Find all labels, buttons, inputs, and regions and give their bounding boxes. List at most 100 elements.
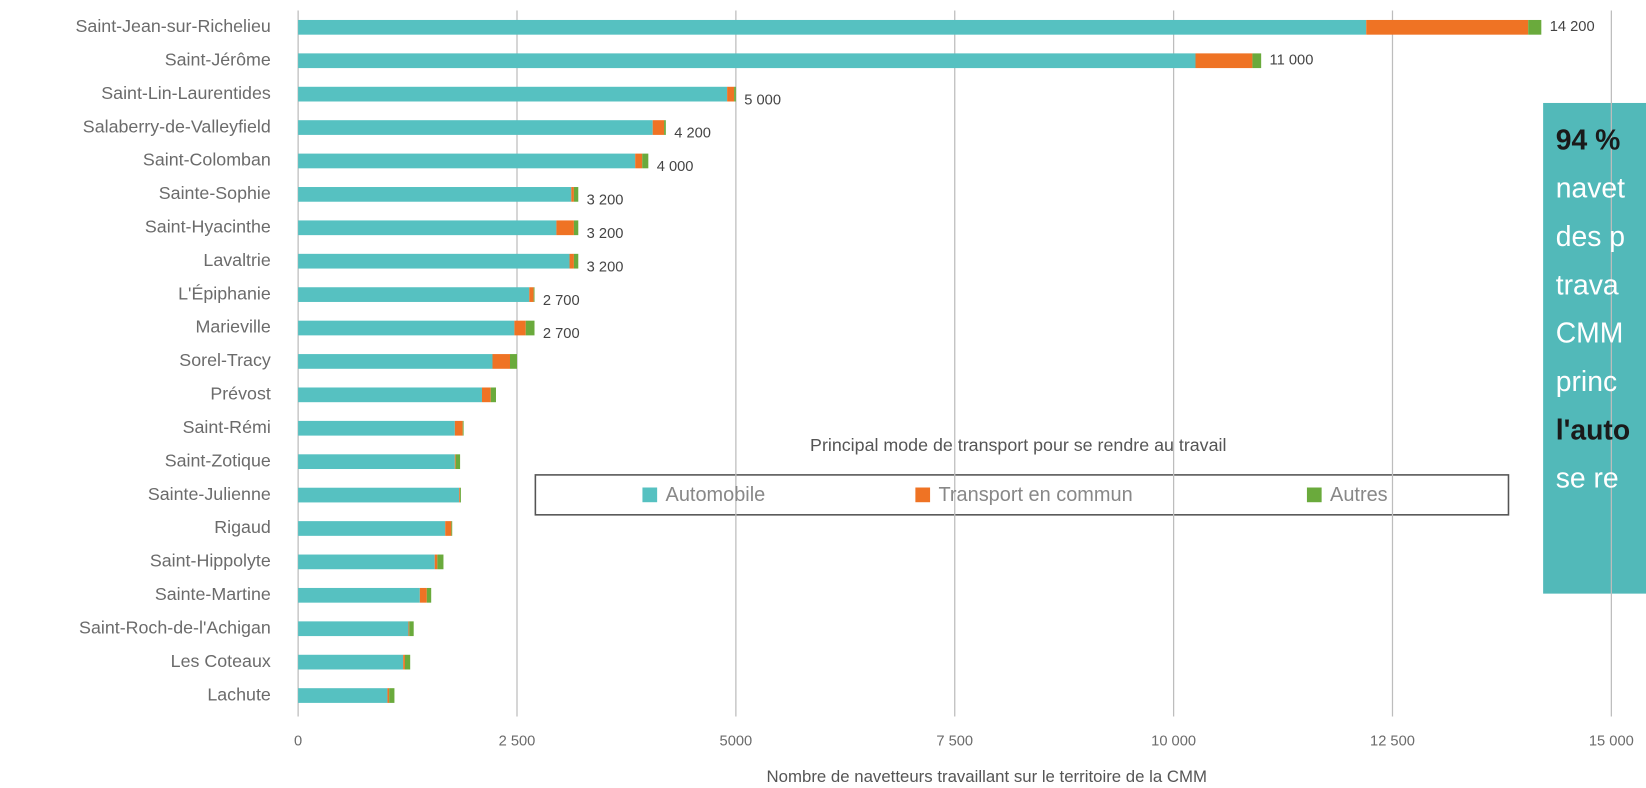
bar-segment (298, 521, 446, 536)
bar-segment (298, 320, 515, 336)
text-box-line: l'auto (1556, 414, 1630, 446)
x-tick-label: 10 000 (1151, 734, 1196, 750)
bar-segment (437, 554, 444, 570)
legend-swatch (915, 487, 931, 503)
y-tick-label: Saint-Rémi (183, 417, 271, 437)
y-tick-label: Saint-Roch-de-l'Achigan (79, 617, 271, 637)
y-tick-label: Saint-Colomban (143, 150, 271, 170)
y-tick-label: Les Coteaux (171, 651, 271, 671)
bar-segment (298, 487, 460, 503)
x-tick-label: 0 (294, 734, 302, 750)
bar-segment (734, 86, 736, 102)
value-label: 3 200 (587, 193, 624, 209)
bar-segment (298, 153, 636, 169)
bar-segment (298, 587, 420, 603)
bar-segment (481, 387, 491, 403)
text-box-line: princ (1556, 366, 1617, 398)
bar-segment (459, 487, 461, 503)
bar-segment (298, 187, 572, 202)
bar-segment (298, 354, 493, 369)
y-tick-label: Rigaud (214, 517, 271, 537)
bar-segment (298, 621, 409, 637)
bar-segment (408, 621, 410, 637)
legend-swatch (1306, 487, 1322, 503)
text-box-line: navet (1556, 173, 1625, 205)
bar-segment (573, 253, 579, 269)
legend-title: Principal mode de transport pour se rend… (810, 435, 1226, 455)
text-box-line: se re (1556, 463, 1619, 495)
bar-segment (389, 688, 395, 703)
y-tick-label: Marieville (196, 317, 271, 337)
bar-segment (514, 320, 526, 336)
y-tick-label: Lavaltrie (203, 250, 270, 270)
bar-segment (445, 521, 452, 536)
bar-segment (298, 287, 530, 302)
bar-segment (642, 153, 649, 169)
y-tick-label: Saint-Hippolyte (150, 551, 271, 571)
legend-box (534, 474, 1510, 516)
value-label: 4 200 (674, 126, 711, 142)
bar-segment (569, 253, 574, 269)
y-tick-label: Saint-Lin-Laurentides (101, 83, 271, 103)
bar-segment (1528, 19, 1542, 35)
text-box-line: CMM (1556, 318, 1624, 350)
y-tick-label: Lachute (207, 684, 271, 704)
x-tick-label: 7 500 (936, 734, 973, 750)
bar-segment (635, 153, 643, 169)
bar-segment (1366, 19, 1529, 35)
bar-segment (455, 454, 461, 470)
bar-segment (509, 354, 517, 369)
text-box (1543, 102, 1646, 594)
bar-segment (525, 320, 535, 336)
bar-segment (1252, 53, 1262, 69)
bar-segment (727, 86, 735, 102)
bar-segment (652, 120, 665, 135)
bar-segment (664, 120, 666, 135)
y-tick-label: Salaberry-de-Valleyfield (83, 116, 271, 136)
bar-segment (298, 387, 482, 403)
bar-segment (298, 19, 1367, 35)
y-tick-label: Saint-Jean-sur-Richelieu (76, 16, 271, 36)
y-tick-label: Sainte-Martine (155, 584, 271, 604)
bar-segment (1195, 53, 1253, 69)
x-tick-label: 2 500 (499, 734, 536, 750)
y-tick-label: L'Épiphanie (178, 283, 271, 303)
y-tick-label: Saint-Jérôme (165, 49, 271, 69)
bar-segment (419, 587, 427, 603)
text-box-line: 94 % (1556, 124, 1621, 156)
bar-segment (529, 287, 534, 302)
bar-segment (298, 420, 455, 436)
bar-segment (403, 654, 405, 670)
x-axis-label: Nombre de navetteurs travaillant sur le … (767, 767, 1207, 786)
bar-segment (571, 187, 574, 202)
bar-segment (298, 554, 435, 570)
bar-segment (298, 253, 570, 269)
legend-swatch (642, 487, 658, 503)
bar-segment (298, 654, 404, 670)
bar-segment (451, 521, 453, 536)
value-label: 2 700 (543, 293, 580, 309)
value-label: 2 700 (543, 326, 580, 342)
legend-label: Transport en commun (938, 484, 1132, 506)
bar-segment (454, 420, 463, 436)
bar-segment (298, 86, 728, 102)
y-tick-label: Prévost (210, 384, 271, 404)
value-label: 4 000 (657, 159, 694, 175)
value-label: 14 200 (1550, 19, 1595, 35)
bar-segment (454, 454, 456, 470)
y-tick-label: Sainte-Julienne (148, 484, 271, 504)
value-label: 11 000 (1270, 53, 1314, 69)
bar-segment (298, 53, 1196, 69)
legend-label: Automobile (666, 484, 766, 506)
x-tick-label: 12 500 (1370, 734, 1415, 750)
bar-segment (533, 287, 535, 302)
bar-segment (573, 187, 579, 202)
x-tick-label: 5000 (720, 734, 753, 750)
bar-segment (434, 554, 438, 570)
value-label: 3 200 (587, 226, 624, 242)
bar-segment (404, 654, 411, 670)
bar-segment (409, 621, 414, 637)
text-box-line: trava (1556, 269, 1619, 301)
x-tick-label: 15 000 (1589, 734, 1634, 750)
